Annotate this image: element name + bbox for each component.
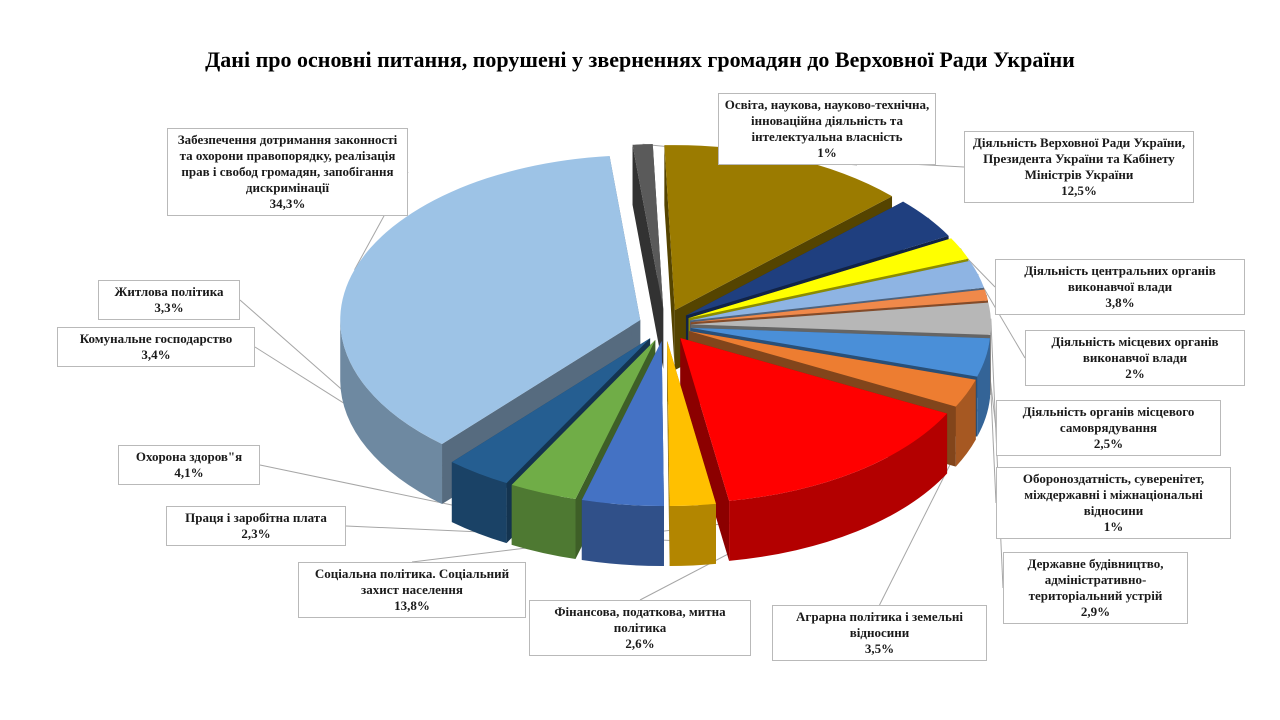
slice-top-face	[340, 155, 641, 444]
slice-outer-wall	[669, 503, 716, 567]
slice-top-face	[690, 327, 990, 377]
slice-top-face	[632, 144, 664, 309]
slice-label-13: Забезпечення дотримання законності та ох…	[167, 128, 408, 216]
slice-top-face	[689, 331, 976, 407]
slice-label-4: Обороноздатність, суверенітет, міждержав…	[996, 467, 1231, 539]
slice-label-1: Діяльність центральних органів виконавчо…	[995, 259, 1245, 315]
slice-top-face	[680, 338, 948, 501]
slice-label-0: Діяльність Верховної Ради України, Прези…	[964, 131, 1194, 203]
slice-label-2: Діяльність місцевих органів виконавчої в…	[1025, 330, 1245, 386]
slice-top-face	[667, 341, 716, 507]
slice-label-7: Фінансова, податкова, митна політика 2,6%	[529, 600, 751, 656]
slice-side-wall	[667, 341, 670, 567]
slice-label-12: Житлова політика 3,3%	[98, 280, 240, 320]
slice-top-face	[690, 289, 988, 323]
pie-slices	[340, 144, 991, 567]
slice-outer-wall	[340, 320, 443, 504]
slice-side-wall	[632, 144, 664, 369]
slice-top-face	[664, 145, 893, 311]
slice-top-face	[685, 201, 949, 316]
slice-top-face	[690, 302, 991, 335]
pie-slice-9	[667, 341, 716, 567]
slice-label-9: Праця і заробітна плата 2,3%	[166, 506, 346, 546]
slice-outer-wall	[729, 413, 948, 561]
slice-outer-wall	[955, 379, 976, 467]
slice-side-wall	[680, 338, 730, 561]
slice-outer-wall	[977, 338, 990, 437]
slice-label-5: Державне будівництво, адміністративно-те…	[1003, 552, 1188, 624]
slice-side-wall	[664, 145, 675, 371]
slice-label-6: Аграрна політика і земельні відносини 3,5…	[772, 605, 987, 661]
slice-top-face	[451, 338, 651, 484]
slice-top-face	[688, 238, 969, 319]
chart-title: Дані про основні питання, порушені у зве…	[205, 47, 1075, 72]
slice-top-face	[689, 260, 984, 321]
pie-slice-8	[680, 338, 948, 561]
slice-outer-wall	[451, 462, 507, 544]
slice-label-10: Охорона здоров"я 4,1%	[118, 445, 260, 485]
pie-slice-14	[632, 144, 664, 369]
slice-label-11: Комунальне господарство 3,4%	[57, 327, 255, 367]
slice-label-8: Соціальна політика. Соціальний захист на…	[298, 562, 526, 618]
pie-slice-10	[581, 340, 664, 566]
slice-label-3: Діяльність органів місцевого самоврядува…	[996, 400, 1221, 456]
slice-outer-wall	[511, 484, 576, 560]
slice-top-face	[511, 339, 656, 500]
slice-label-14: Освіта, наукова, науково-технічна, іннов…	[718, 93, 936, 165]
slice-top-face	[581, 340, 664, 506]
slice-outer-wall	[990, 324, 991, 395]
slice-outer-wall	[581, 500, 664, 566]
